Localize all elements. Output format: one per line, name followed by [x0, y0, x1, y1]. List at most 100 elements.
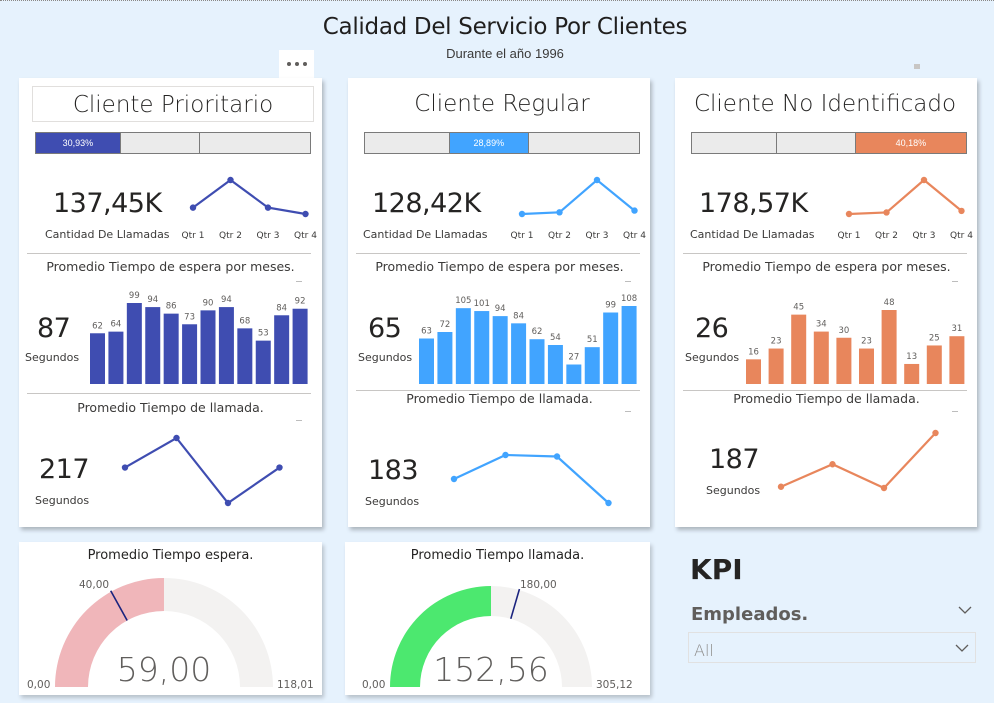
- quarter-point[interactable]: [264, 204, 272, 211]
- monthly-bar[interactable]: [437, 332, 453, 384]
- visual-menu-icon: [296, 281, 302, 282]
- monthly-bar[interactable]: [529, 339, 545, 384]
- share-segment[interactable]: [120, 133, 200, 153]
- monthly-bar[interactable]: [419, 338, 434, 385]
- monthly-bar[interactable]: [603, 312, 619, 385]
- call-trend-point[interactable]: [829, 461, 836, 468]
- wait-section-title: Promedio Tiempo de espera por meses.: [375, 259, 624, 274]
- call-trend-point[interactable]: [276, 464, 283, 471]
- share-segment[interactable]: 28,89%: [449, 133, 529, 153]
- monthly-bar[interactable]: [237, 328, 253, 384]
- call-section-title: Promedio Tiempo de llamada.: [733, 391, 920, 406]
- monthly-bar[interactable]: [163, 313, 179, 384]
- call-trend-point[interactable]: [777, 483, 785, 490]
- quarter-point[interactable]: [920, 176, 928, 184]
- call-trend-point[interactable]: [605, 499, 612, 507]
- divider: [27, 393, 311, 394]
- visual-handle-icon: [914, 64, 920, 69]
- chevron-down-icon[interactable]: [958, 603, 972, 617]
- monthly-bar[interactable]: [584, 347, 600, 384]
- quarter-point[interactable]: [631, 207, 638, 214]
- monthly-bar[interactable]: [768, 348, 784, 384]
- monthly-bar[interactable]: [255, 340, 271, 384]
- gauge-target-label: 40,00: [79, 579, 109, 591]
- monthly-bar[interactable]: [621, 306, 637, 384]
- share-segment[interactable]: 40,18%: [855, 133, 966, 153]
- monthly-bar[interactable]: [126, 303, 142, 384]
- monthly-bar[interactable]: [90, 333, 105, 384]
- monthly-bar[interactable]: [926, 345, 942, 384]
- quarter-point[interactable]: [518, 210, 526, 218]
- monthly-wait-bar-chart: 16 23 45 34 30 23 48 13 25 31: [746, 298, 965, 384]
- monthly-bar[interactable]: [108, 331, 124, 384]
- call-trend-point[interactable]: [224, 499, 232, 507]
- share-segment[interactable]: [528, 133, 639, 153]
- call-trend-point[interactable]: [173, 434, 180, 442]
- monthly-bar[interactable]: [791, 314, 807, 384]
- empleados-dropdown[interactable]: All: [688, 632, 976, 663]
- monthly-bar[interactable]: [145, 307, 161, 384]
- bar-data-label: 90: [203, 298, 214, 308]
- monthly-bar[interactable]: [218, 307, 234, 384]
- share-segment[interactable]: [365, 133, 450, 153]
- monthly-bar[interactable]: [455, 308, 471, 384]
- quarter-point[interactable]: [302, 210, 309, 218]
- bar-data-label: 105: [455, 296, 471, 306]
- calls-value: 178,57K: [699, 188, 808, 219]
- gauge-max-label: 305,12: [596, 679, 633, 691]
- divider: [683, 253, 967, 254]
- bar-data-label: 84: [276, 303, 287, 313]
- monthly-bar[interactable]: [547, 345, 563, 384]
- gauge-value: 152,56: [433, 650, 548, 689]
- monthly-bar[interactable]: [511, 323, 527, 384]
- monthly-bar[interactable]: [881, 310, 897, 384]
- monthly-bar[interactable]: [566, 364, 582, 385]
- gauge-card-wait: Promedio Tiempo espera. 59,00 0,00 118,01 4…: [19, 542, 322, 695]
- call-trend-point[interactable]: [502, 451, 509, 459]
- quarter-point[interactable]: [227, 176, 234, 184]
- monthly-bar[interactable]: [859, 348, 874, 384]
- monthly-bar[interactable]: [274, 315, 290, 384]
- monthly-bar[interactable]: [813, 331, 829, 384]
- call-trend-point[interactable]: [121, 464, 129, 471]
- call-value: 187: [709, 444, 760, 475]
- gauge-fill[interactable]: [390, 586, 491, 687]
- call-trend-point[interactable]: [880, 484, 888, 492]
- quarter-point[interactable]: [845, 210, 853, 218]
- monthly-bar[interactable]: [949, 336, 965, 384]
- call-trend-point[interactable]: [450, 475, 458, 483]
- chevron-down-icon[interactable]: [955, 641, 969, 655]
- call-trend-line-chart: [777, 429, 939, 492]
- quarter-point[interactable]: [556, 209, 563, 216]
- share-segment[interactable]: [692, 133, 777, 153]
- quarter-point[interactable]: [189, 204, 197, 211]
- bar-data-label: 94: [495, 304, 506, 314]
- bar-data-label: 99: [129, 291, 140, 301]
- call-trend-point[interactable]: [553, 453, 561, 460]
- share-segment[interactable]: [776, 133, 856, 153]
- bar-data-label: 86: [166, 302, 177, 312]
- quarter-point[interactable]: [883, 209, 890, 216]
- share-segment[interactable]: [199, 133, 310, 153]
- quarter-point[interactable]: [593, 176, 601, 184]
- monthly-bar[interactable]: [836, 337, 852, 384]
- quarter-tick-label: Qtr 4: [623, 231, 646, 241]
- monthly-bar[interactable]: [904, 363, 920, 384]
- more-options-button[interactable]: [279, 50, 314, 78]
- bar-data-label: 63: [421, 327, 432, 337]
- monthly-bar[interactable]: [474, 311, 490, 384]
- quarter-tick-label: Qtr 4: [950, 231, 973, 241]
- bar-data-label: 54: [550, 333, 561, 343]
- ellipsis-icon: [294, 62, 299, 66]
- quarter-point[interactable]: [958, 207, 965, 215]
- monthly-bar[interactable]: [200, 310, 216, 384]
- share-segment[interactable]: 30,93%: [36, 133, 121, 153]
- monthly-bar[interactable]: [182, 324, 198, 384]
- monthly-bar[interactable]: [746, 359, 761, 384]
- gauge-fill[interactable]: [55, 578, 164, 687]
- call-trend-point[interactable]: [932, 429, 939, 437]
- quarter-tick-label: Qtr 2: [548, 231, 571, 241]
- monthly-bar[interactable]: [492, 316, 508, 384]
- monthly-bar[interactable]: [292, 308, 308, 384]
- call-section-title: Promedio Tiempo de llamada.: [77, 400, 264, 415]
